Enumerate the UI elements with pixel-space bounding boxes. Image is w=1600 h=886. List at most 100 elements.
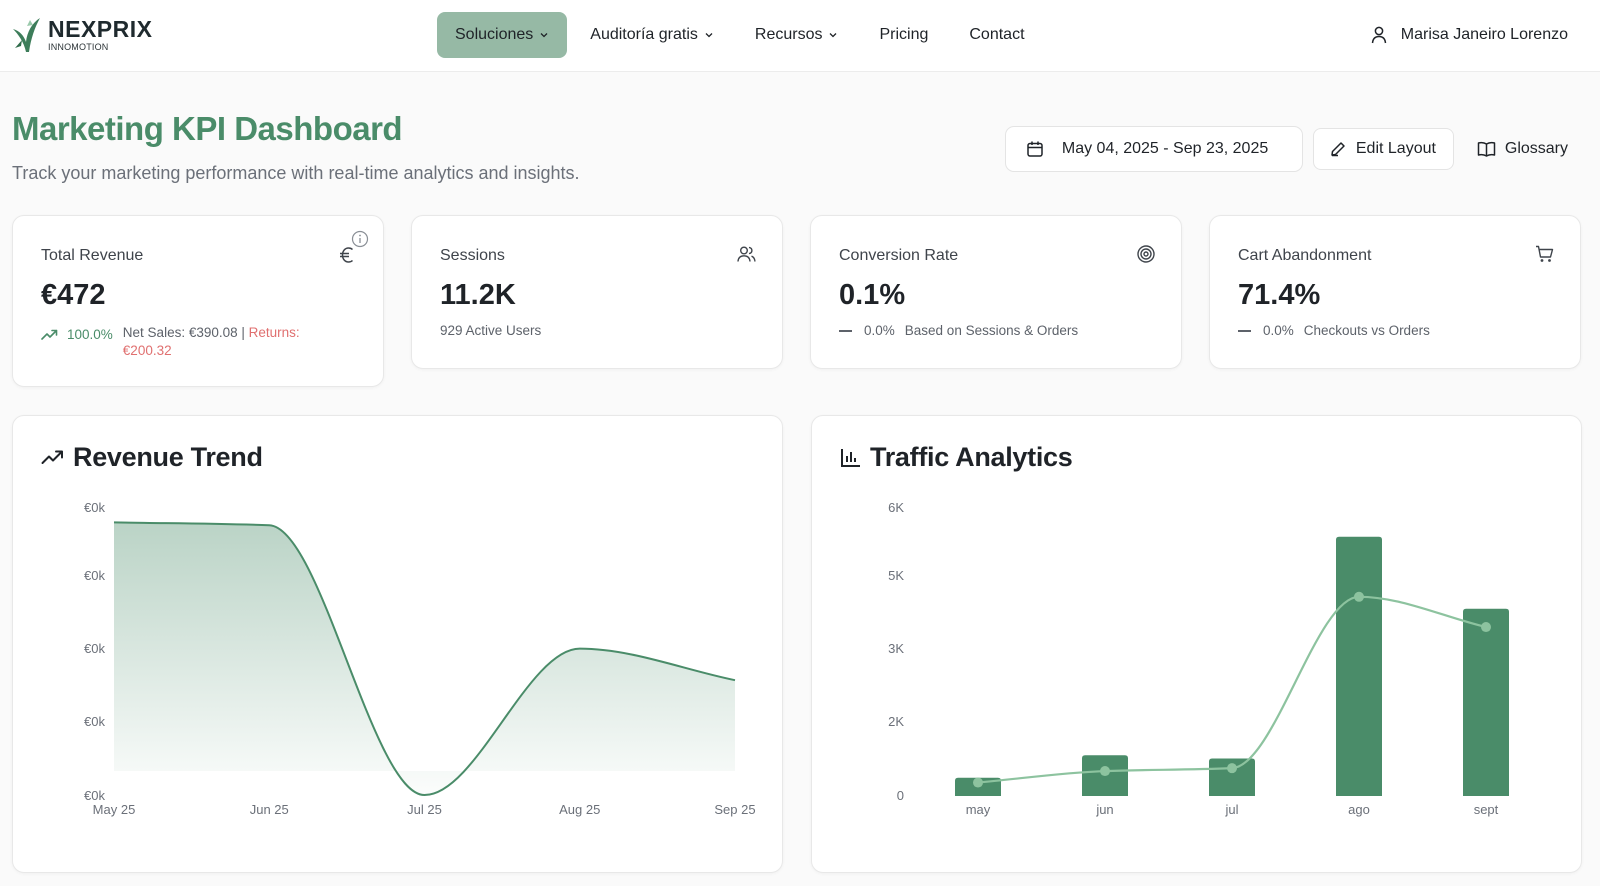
change-value: 0.0% [1263,323,1294,338]
info-icon[interactable] [351,230,369,248]
nav-item-label: Soluciones [455,26,534,43]
revenue-area [114,522,735,795]
x-tick-label: ago [1348,802,1370,817]
chart-title: Traffic Analytics [840,442,1073,473]
user-menu[interactable]: Marisa Janeiro Lorenzo [1371,22,1568,48]
net-sales-text: Net Sales: €390.08 [122,325,238,340]
bar-chart-icon [841,448,860,467]
y-tick-label: 5K [888,568,904,583]
y-tick-label: €0k [84,641,105,656]
x-tick-label: May 25 [93,802,136,817]
minus-icon [839,329,852,332]
traffic-line-point[interactable] [1227,763,1237,774]
chart-title-text: Revenue Trend [73,442,263,472]
trending-up-icon [41,450,63,464]
nav-item-soluciones[interactable]: Soluciones [437,12,568,58]
kpi-note: Based on Sessions & Orders [904,323,1079,338]
y-tick-label: 6K [888,500,904,515]
traffic-analytics-chart: 0 2K 3K 5K 6K may jun jul ago sept [888,500,1509,817]
returns-text: Returns: €200.32 [122,325,300,358]
change-indicator: 0.0% [1238,323,1294,338]
y-tick-label: 3K [888,641,904,656]
calendar-icon [1027,141,1043,157]
minus-icon [1238,329,1251,332]
nav-item-auditoria[interactable]: Auditoría gratis [572,12,732,58]
brand-subtitle: INNOMOTION [48,42,109,52]
trend-indicator: 100.0% [41,327,113,342]
x-tick-label: Sep 25 [714,802,755,817]
kpi-label: Cart Abandonment [1238,247,1372,264]
page-subtitle: Track your marketing performance with re… [12,163,580,183]
separator-text: | [237,325,249,340]
traffic-line [977,595,1487,784]
kpi-value: €472 [41,279,106,311]
trending-up-icon [41,329,58,340]
pencil-icon [1331,142,1345,157]
nav-item-pricing[interactable]: Pricing [861,12,946,58]
kpi-card-total-revenue: Total Revenue €472 100.0% Net Sales: €39… [12,215,384,387]
chevron-down-icon [705,33,713,38]
kpi-value: 71.4% [1238,279,1321,311]
page-title: Marketing KPI Dashboard [12,110,403,147]
y-tick-label: €0k [84,714,105,729]
traffic-bar[interactable] [1463,608,1509,796]
kpi-card-cart-abandonment: Cart Abandonment 71.4% 0.0% Checkouts vs… [1209,215,1581,369]
x-tick-label: jul [1224,802,1238,817]
kpi-note: 929 Active Users [440,323,542,338]
revenue-trend-card: €0k €0k €0k €0k €0k May 25 Jun 25 Jul 25 Aug 25 S… [12,415,783,873]
revenue-line [113,521,736,797]
kpi-note: Checkouts vs Orders [1303,323,1430,338]
nexprix-logo-icon [13,18,40,52]
nav-item-label: Recursos [754,26,823,43]
nav-item-label: Auditoría gratis [590,26,698,43]
top-navigation-bar: NEXPRIX INNOMOTION Soluciones Auditoría … [0,0,1600,72]
traffic-bar[interactable] [1336,536,1382,796]
kpi-subtext: 0.0% Based on Sessions & Orders [839,323,1078,338]
kpi-card-conversion-rate: Conversion Rate 0.1% 0.0% Based on Sessi… [810,215,1182,369]
glossary-button[interactable]: Glossary [1467,128,1582,170]
user-icon [1371,26,1387,44]
trend-value: 100.0% [67,327,113,342]
cart-icon [1536,245,1554,262]
chart-title: Revenue Trend [41,442,263,473]
nav-item-contact[interactable]: Contact [951,12,1042,58]
chevron-down-icon [540,33,548,38]
nav-item-recursos[interactable]: Recursos [737,12,857,58]
brand-logo[interactable]: NEXPRIX INNOMOTION [12,15,152,55]
chart-title-text: Traffic Analytics [870,442,1073,472]
x-tick-label: Aug 25 [559,802,600,817]
kpi-subtext: 929 Active Users [440,323,541,338]
x-tick-label: Jul 25 [407,802,442,817]
chevron-down-icon [830,33,837,38]
nav-item-label: Contact [969,26,1025,43]
y-tick-label: €0k [84,500,105,515]
kpi-label: Total Revenue [41,247,144,264]
date-range-label: May 04, 2025 - Sep 23, 2025 [1061,140,1269,157]
traffic-analytics-card: 0 2K 3K 5K 6K may jun jul ago sept Traffic Analyt… [811,415,1582,873]
traffic-line-point[interactable] [1481,622,1491,633]
traffic-line-point[interactable] [973,777,983,788]
nav-item-label: Pricing [879,26,929,43]
y-tick-label: 0 [897,788,904,803]
x-tick-label: jun [1095,802,1113,817]
y-tick-label: €0k [84,788,105,803]
change-indicator: 0.0% [839,323,895,338]
kpi-card-sessions: Sessions 11.2K 929 Active Users [411,215,783,369]
target-icon [1137,245,1155,263]
net-sales-returns: Net Sales: €390.08 | Returns: €200.32 [123,324,323,360]
kpi-label: Conversion Rate [839,247,959,264]
brand-name: NEXPRIX [48,16,153,42]
change-value: 0.0% [864,323,895,338]
y-tick-label: €0k [84,568,105,583]
traffic-line-point[interactable] [1354,591,1364,602]
date-range-picker[interactable]: May 04, 2025 - Sep 23, 2025 [1004,126,1303,172]
kpi-subtext: 0.0% Checkouts vs Orders [1238,323,1430,338]
book-icon [1477,141,1496,157]
kpi-value: 0.1% [839,279,906,311]
edit-layout-label: Edit Layout [1355,140,1436,157]
traffic-line-point[interactable] [1100,766,1110,777]
edit-layout-button[interactable]: Edit Layout [1312,128,1454,170]
page-actions: May 04, 2025 - Sep 23, 2025 Edit Layout … [1004,126,1582,172]
kpi-subtext: 100.0% Net Sales: €390.08 | Returns: €20… [41,324,323,360]
